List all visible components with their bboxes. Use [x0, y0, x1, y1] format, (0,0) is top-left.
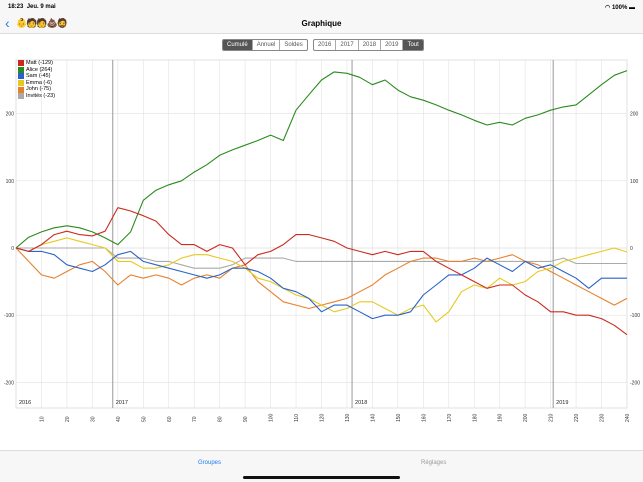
group-avatars[interactable]: 👶🧑🧑💩🧔 — [16, 18, 68, 28]
segment-soldes[interactable]: Soldes — [284, 42, 303, 48]
segment-2016[interactable]: 2016 — [314, 40, 337, 50]
x-tick-label: 140 — [370, 413, 376, 422]
legend-label: Alice (264) — [26, 66, 53, 73]
x-tick-label: 40 — [116, 416, 122, 422]
y-tick-label-right: 200 — [630, 112, 639, 118]
y-tick-label-right: 0 — [630, 246, 633, 252]
legend-item: John (-75) — [18, 86, 55, 93]
segment-cumulé[interactable]: Cumulé — [223, 40, 253, 50]
legend-swatch — [18, 80, 24, 87]
series-line-sam — [15, 247, 627, 320]
series-line-alice — [15, 70, 628, 249]
x-tick-label: 240 — [625, 413, 631, 422]
y-tick-label-left: -100 — [4, 313, 14, 319]
legend-swatch — [18, 60, 24, 67]
wifi-icon: ◠ — [605, 5, 611, 11]
y-tick-label-right: -200 — [630, 380, 640, 386]
x-tick-label: 170 — [447, 413, 453, 422]
y-tick-label-right: -100 — [630, 313, 640, 319]
y-tick-label-left: -200 — [4, 380, 14, 386]
segment-tout[interactable]: Tout — [403, 40, 423, 50]
page-title: Graphique — [301, 19, 342, 28]
x-tick-label: 150 — [396, 413, 402, 422]
legend-item: Sam (-45) — [18, 73, 55, 80]
x-tick-label: 230 — [600, 413, 606, 422]
x-tick-label: 70 — [192, 416, 198, 422]
period-segmented-control: 2016 2017 2018 2019 Tout — [313, 39, 424, 51]
x-tick-label: 90 — [243, 416, 249, 422]
segment-2018[interactable]: 2018 — [359, 40, 382, 50]
x-tick-label: 210 — [549, 413, 555, 422]
x-tick-label: 160 — [421, 413, 427, 422]
segment-annuel[interactable]: Annuel — [253, 40, 281, 50]
home-indicator — [243, 476, 400, 479]
y-tick-label-right: 100 — [630, 179, 639, 185]
x-tick-label: 110 — [294, 414, 300, 422]
legend-item: Emma (-6) — [18, 80, 55, 87]
legend-label: John (-75) — [26, 86, 52, 93]
status-bar: 18:23 Jeu. 9 mai ◠ 100% ▬ — [0, 0, 643, 14]
x-tick-label: 120 — [320, 413, 326, 422]
battery-indicator: ◠ 100% ▬ — [605, 4, 635, 11]
legend-label: Matt (-129) — [26, 60, 53, 66]
status-time-date: 18:23 Jeu. 9 mai — [8, 4, 56, 10]
x-tick-label: 200 — [523, 413, 529, 422]
year-marker-label: 2017 — [116, 400, 128, 406]
date: Jeu. 9 mai — [26, 4, 56, 10]
tab-reglages[interactable]: Réglages — [421, 460, 447, 466]
x-tick-label: 190 — [498, 413, 504, 422]
legend-label: Sam (-45) — [26, 73, 51, 80]
legend-item: Invités (-23) — [18, 93, 55, 100]
segment-2019[interactable]: 2019 — [381, 40, 404, 50]
x-tick-label: 60 — [167, 416, 173, 422]
legend-swatch — [18, 66, 24, 73]
x-tick-label: 10 — [39, 416, 45, 422]
cumulative-chart: 10 20 30 40 50 60 70 80 90 100 110 120 130 140 150 160 1… — [4, 59, 640, 422]
year-marker-label: 2016 — [19, 400, 31, 406]
legend-item: Matt (-129) — [18, 60, 55, 67]
legend-label: Emma (-6) — [26, 79, 52, 86]
y-tick-label-left: 200 — [6, 112, 15, 118]
year-marker-label: 2018 — [355, 400, 367, 406]
segment-2017[interactable]: 2017 — [336, 40, 359, 50]
x-tick-label: 80 — [218, 416, 224, 422]
legend-swatch — [18, 86, 24, 93]
x-tick-label: 100 — [269, 413, 275, 422]
y-tick-label-left: 100 — [6, 179, 15, 185]
year-marker-label: 2019 — [556, 400, 568, 406]
x-tick-label: 220 — [574, 413, 580, 422]
battery-icon: ▬ — [629, 5, 635, 11]
tab-groupes[interactable]: Groupes — [198, 460, 222, 466]
x-tick-label: 180 — [472, 413, 478, 422]
x-tick-label: 20 — [65, 416, 71, 422]
legend-swatch — [18, 73, 24, 80]
x-tick-label: 30 — [90, 416, 96, 422]
legend-item: Alice (264) — [18, 67, 55, 74]
navigation-bar: ‹ 👶🧑🧑💩🧔 Graphique — [0, 14, 643, 34]
series-line-emma — [15, 237, 628, 323]
legend-label: Invités (-23) — [26, 92, 56, 99]
battery-percent: 100% — [611, 5, 628, 11]
x-tick-label: 50 — [141, 416, 147, 422]
chart-legend: Matt (-129) Alice (264) Sam (-45) Emma (-6)… — [18, 60, 55, 100]
y-tick-label-left: 0 — [11, 246, 14, 252]
time: 18:23 — [8, 4, 24, 10]
series-line-matt — [15, 207, 628, 336]
x-tick-label: 130 — [345, 413, 351, 422]
back-chevron-icon[interactable]: ‹ — [5, 15, 10, 31]
mode-segmented-control: Cumulé Annuel Soldes — [222, 39, 308, 51]
legend-swatch — [18, 93, 24, 100]
